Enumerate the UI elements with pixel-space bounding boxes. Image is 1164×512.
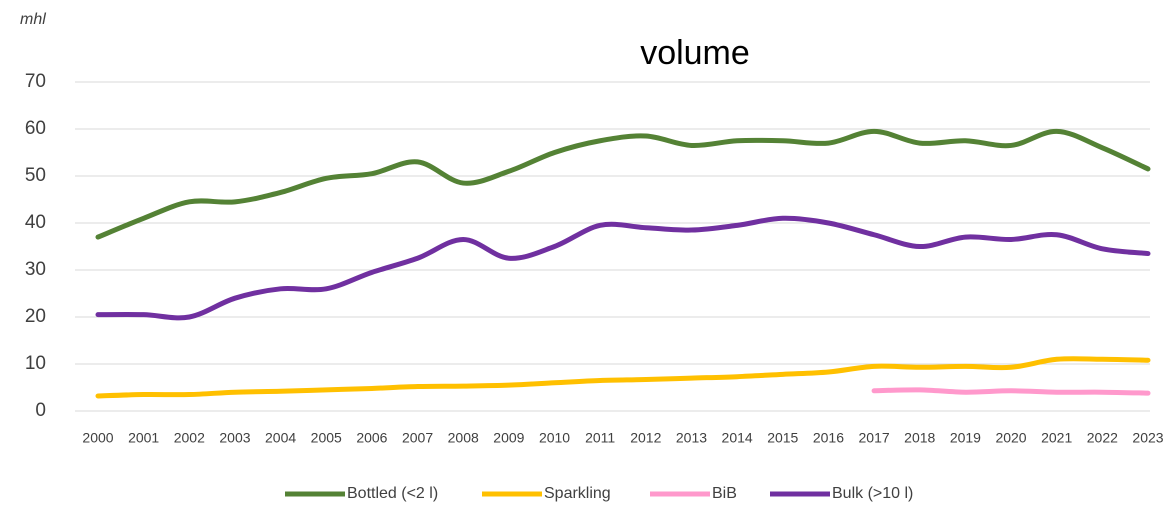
x-tick-label: 2004 [265, 430, 296, 446]
y-tick-label: 20 [25, 306, 46, 327]
x-tick-label: 2017 [859, 430, 890, 446]
x-tick-label: 2013 [676, 430, 707, 446]
x-tick-label: 2002 [174, 430, 205, 446]
x-tick-label: 2023 [1132, 430, 1163, 446]
series-line [871, 387, 1151, 396]
y-tick-label: 0 [35, 400, 46, 421]
series-line [95, 128, 1151, 240]
legend-label: BiB [712, 485, 737, 502]
x-tick-label: 2008 [448, 430, 479, 446]
x-tick-label: 2012 [630, 430, 661, 446]
x-tick-label: 2005 [311, 430, 342, 446]
chart-title: volume [640, 34, 750, 72]
x-tick-label: 2018 [904, 430, 935, 446]
y-tick-label: 70 [25, 71, 46, 92]
x-tick-label: 2006 [356, 430, 387, 446]
legend-label: Bulk (>10 l) [832, 485, 913, 502]
x-tick-label: 2010 [539, 430, 570, 446]
x-tick-label: 2019 [950, 430, 981, 446]
x-tick-label: 2003 [219, 430, 250, 446]
y-tick-label: 30 [25, 259, 46, 280]
x-tick-label: 2007 [402, 430, 433, 446]
x-tick-label: 2016 [813, 430, 844, 446]
y-tick-label: 40 [25, 212, 46, 233]
x-tick-label: 2022 [1087, 430, 1118, 446]
x-tick-label: 2009 [493, 430, 524, 446]
legend-label: Sparkling [544, 485, 611, 502]
x-tick-label: 2001 [128, 430, 159, 446]
y-tick-label: 10 [25, 353, 46, 374]
x-tick-label: 2021 [1041, 430, 1072, 446]
x-tick-label: 2014 [722, 430, 753, 446]
y-tick-label: 60 [25, 118, 46, 139]
series-line [95, 215, 1151, 321]
legend-label: Bottled (<2 l) [347, 485, 438, 502]
x-tick-label: 2015 [767, 430, 798, 446]
x-tick-label: 2000 [82, 430, 113, 446]
series-line [95, 356, 1151, 399]
x-tick-label: 2020 [995, 430, 1026, 446]
y-axis-label: mhl [20, 11, 46, 28]
x-tick-label: 2011 [585, 430, 615, 446]
y-tick-label: 50 [25, 165, 46, 186]
